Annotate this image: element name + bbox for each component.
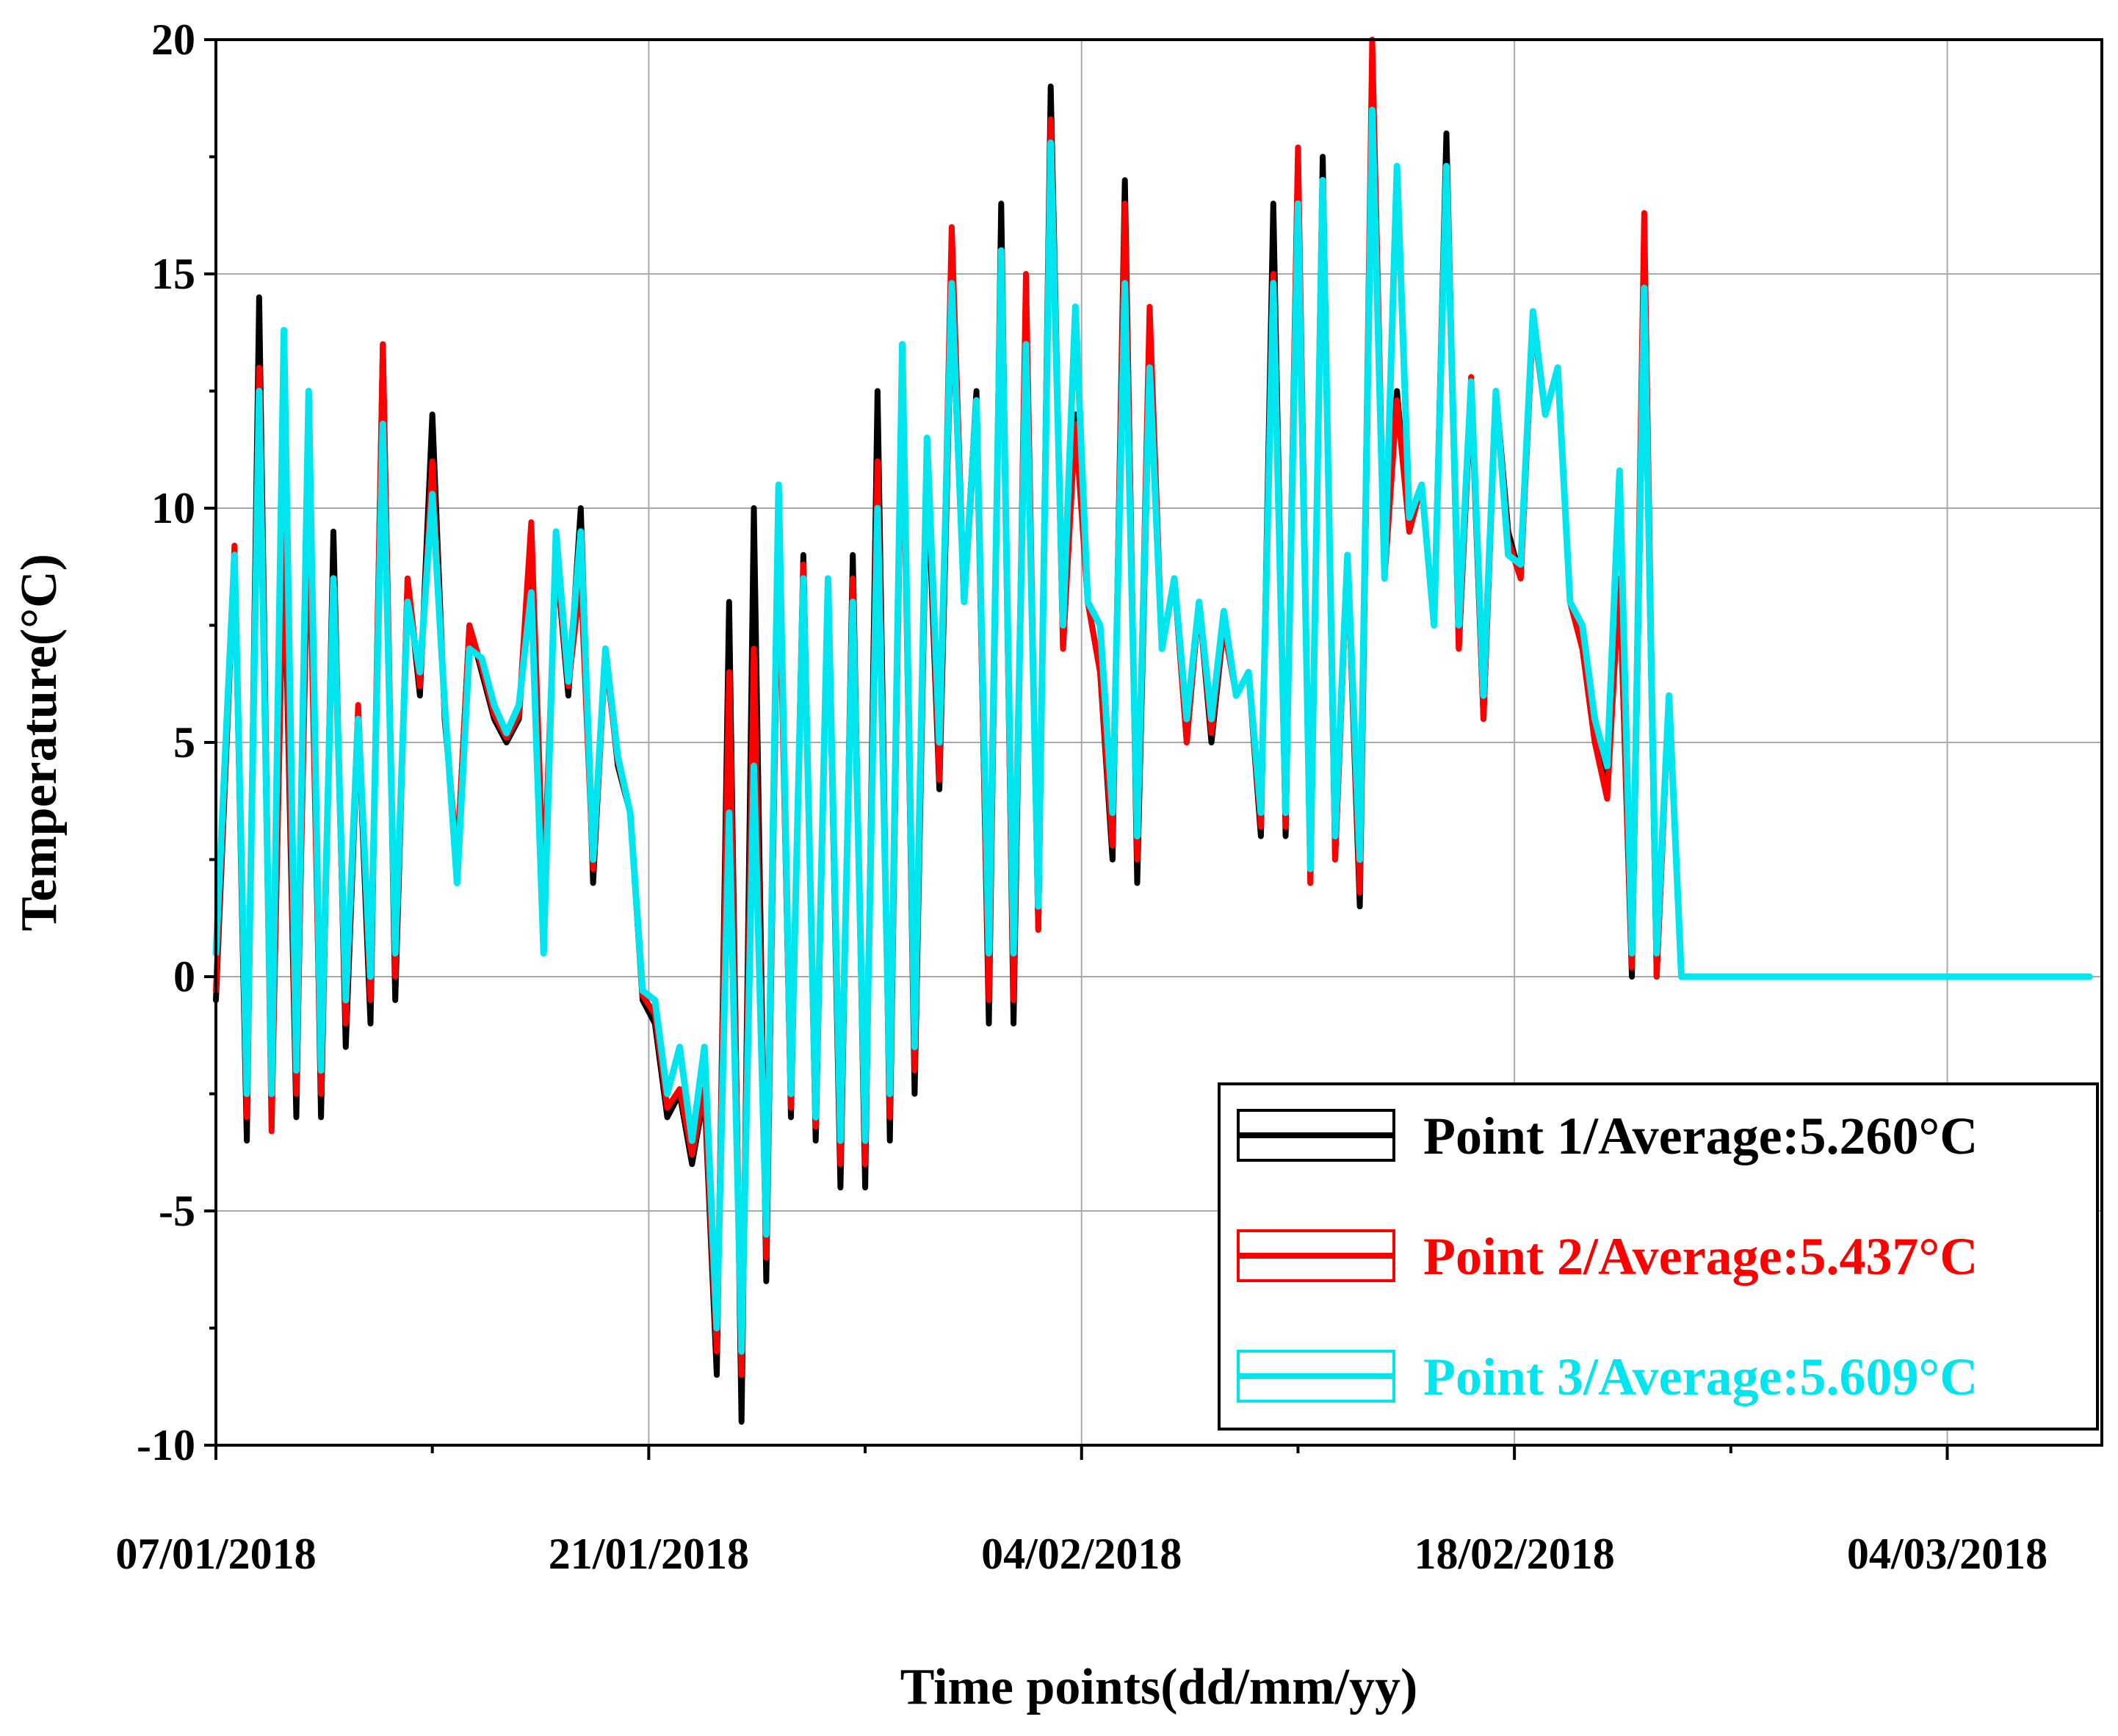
x-tick-label-3: 18/02/2018	[1414, 1530, 1614, 1578]
y-tick-label-3: 5	[173, 718, 195, 767]
x-tick-label-2: 04/02/2018	[981, 1530, 1182, 1578]
y-tick-label-1: -5	[159, 1187, 195, 1235]
axes-layer: -10 -5 0 5 10 15 20 07/01/2018 21/01/2018 04/02/2…	[115, 15, 2103, 1578]
x-tick-label-4: 04/03/2018	[1847, 1530, 2047, 1578]
y-tick-label-5: 15	[151, 250, 195, 298]
legend: Point 1/Average:5.260°C Point 2/Average:5…	[1218, 1082, 2099, 1431]
y-tick-label-0: -10	[137, 1421, 195, 1469]
legend-entry-1: Point 1/Average:5.260°C	[1237, 1107, 1978, 1165]
legend-label-2: Point 2/Average:5.437°C	[1423, 1227, 1978, 1286]
x-tick-label-1: 21/01/2018	[549, 1530, 749, 1578]
legend-entry-2: Point 2/Average:5.437°C	[1237, 1227, 1978, 1286]
y-tick-label-4: 10	[151, 484, 195, 532]
series-line-point-3	[212, 106, 2093, 1355]
x-tick-label-0: 07/01/2018	[115, 1530, 316, 1578]
series-layer	[212, 37, 2093, 1425]
y-axis-title: Temperature(°C)	[11, 554, 68, 931]
x-axis-title: Time points(dd/mm/yy)	[900, 1659, 1418, 1715]
y-tick-label-2: 0	[173, 952, 195, 1001]
legend-entry-3: Point 3/Average:5.609°C	[1237, 1348, 1978, 1406]
legend-label-1: Point 1/Average:5.260°C	[1423, 1107, 1978, 1165]
legend-label-3: Point 3/Average:5.609°C	[1423, 1348, 1978, 1406]
y-tick-label-6: 20	[151, 15, 195, 64]
